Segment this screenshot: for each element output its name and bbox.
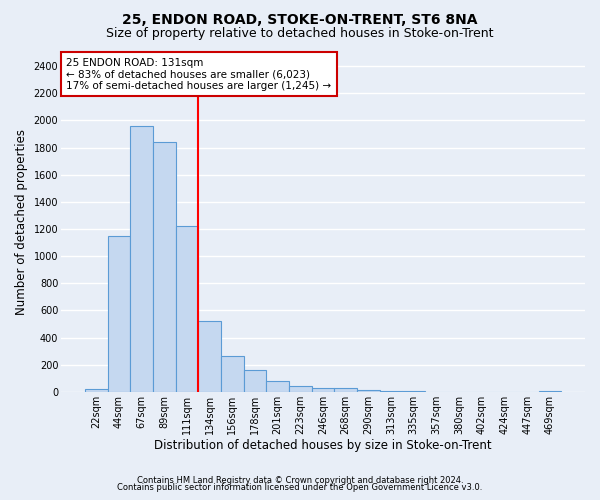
Bar <box>334 388 357 392</box>
Text: Contains HM Land Registry data © Crown copyright and database right 2024.: Contains HM Land Registry data © Crown c… <box>137 476 463 485</box>
Bar <box>289 386 312 392</box>
Bar <box>85 389 107 392</box>
Bar <box>357 390 380 392</box>
Text: 25, ENDON ROAD, STOKE-ON-TRENT, ST6 8NA: 25, ENDON ROAD, STOKE-ON-TRENT, ST6 8NA <box>122 12 478 26</box>
Bar <box>312 388 334 392</box>
Bar <box>221 356 244 392</box>
Bar <box>539 391 561 392</box>
Bar <box>153 142 176 392</box>
Text: Contains public sector information licensed under the Open Government Licence v3: Contains public sector information licen… <box>118 484 482 492</box>
Bar <box>266 381 289 392</box>
Y-axis label: Number of detached properties: Number of detached properties <box>15 129 28 315</box>
X-axis label: Distribution of detached houses by size in Stoke-on-Trent: Distribution of detached houses by size … <box>154 440 492 452</box>
Bar <box>130 126 153 392</box>
Bar <box>380 391 403 392</box>
Text: 25 ENDON ROAD: 131sqm
← 83% of detached houses are smaller (6,023)
17% of semi-d: 25 ENDON ROAD: 131sqm ← 83% of detached … <box>67 58 331 91</box>
Bar <box>198 321 221 392</box>
Text: Size of property relative to detached houses in Stoke-on-Trent: Size of property relative to detached ho… <box>106 28 494 40</box>
Bar <box>107 236 130 392</box>
Bar <box>176 226 198 392</box>
Bar <box>244 370 266 392</box>
